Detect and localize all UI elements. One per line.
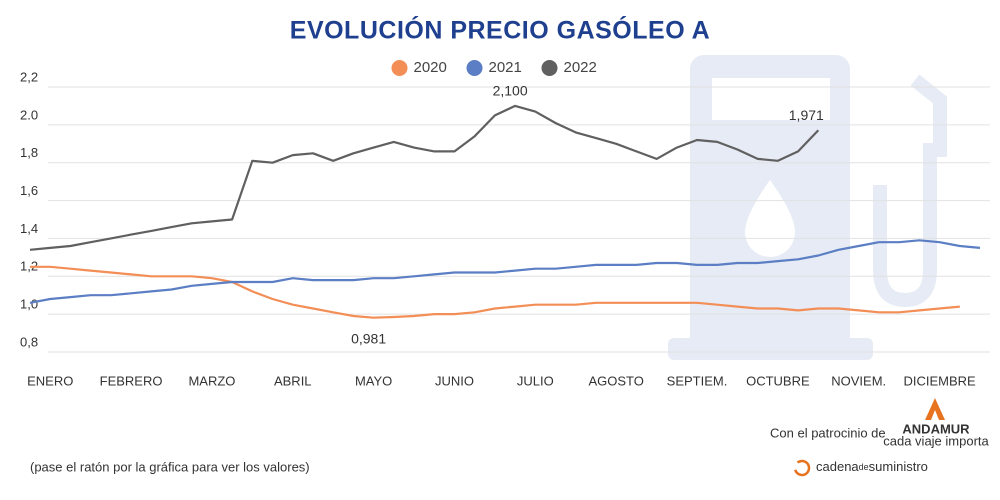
x-tick-label: ABRIL	[274, 373, 312, 388]
value-label: 1,971	[789, 107, 824, 123]
legend-label: 2021	[489, 59, 522, 76]
x-tick-label: MARZO	[188, 373, 235, 388]
legend-label: 2020	[414, 59, 447, 76]
x-tick-label: OCTUBRE	[746, 373, 810, 388]
logo-word: suministro	[869, 459, 928, 474]
y-tick-label: 1,2	[20, 259, 38, 274]
x-tick-label: AGOSTO	[588, 373, 643, 388]
x-tick-label: ENERO	[27, 373, 73, 388]
logo-word: de	[859, 462, 869, 472]
legend-marker	[391, 60, 408, 76]
series-line	[29, 239, 981, 304]
logo-text: cadenadesuministro	[816, 459, 928, 474]
legend-marker	[466, 60, 483, 76]
x-tick-label: JUNIO	[435, 373, 474, 388]
series-line	[30, 265, 960, 319]
legend-marker	[541, 60, 558, 76]
value-label: 0,981	[351, 330, 386, 346]
sponsor-text: Con el patrocinio de	[770, 425, 886, 440]
y-tick-label: 0,8	[20, 334, 38, 349]
logo-word: cadena	[816, 459, 859, 474]
y-tick-label: 1,0	[20, 297, 38, 312]
x-tick-label: FEBRERO	[100, 373, 163, 388]
x-tick-label: SEPTIEM.	[667, 373, 728, 388]
chart-title: EVOLUCIÓN PRECIO GASÓLEO A	[290, 15, 710, 45]
brand-tagline: cada viaje importa	[883, 433, 989, 448]
x-tick-label: NOVIEM.	[831, 373, 886, 388]
brand-name: ANDAMUR	[902, 421, 970, 436]
y-tick-label: 1,6	[20, 183, 38, 198]
logo-mark	[793, 459, 811, 477]
x-tick-label: MAYO	[355, 373, 392, 388]
value-label: 2,100	[493, 83, 528, 99]
y-tick-label: 2,2	[20, 69, 38, 84]
x-tick-label: JULIO	[517, 373, 554, 388]
brand-mark	[925, 398, 945, 420]
hint-text: (pase el ratón por la gráfica para ver l…	[30, 459, 310, 474]
x-tick-label: DICIEMBRE	[903, 373, 976, 388]
legend-label: 2022	[564, 59, 597, 76]
y-tick-label: 1,8	[20, 145, 38, 160]
background-pump-icon	[668, 55, 947, 360]
y-tick-label: 2.0	[20, 107, 38, 122]
y-tick-label: 1,4	[20, 221, 38, 236]
series-line	[29, 104, 820, 251]
